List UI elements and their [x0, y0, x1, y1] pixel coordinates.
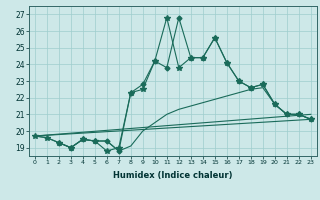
X-axis label: Humidex (Indice chaleur): Humidex (Indice chaleur)	[113, 171, 233, 180]
